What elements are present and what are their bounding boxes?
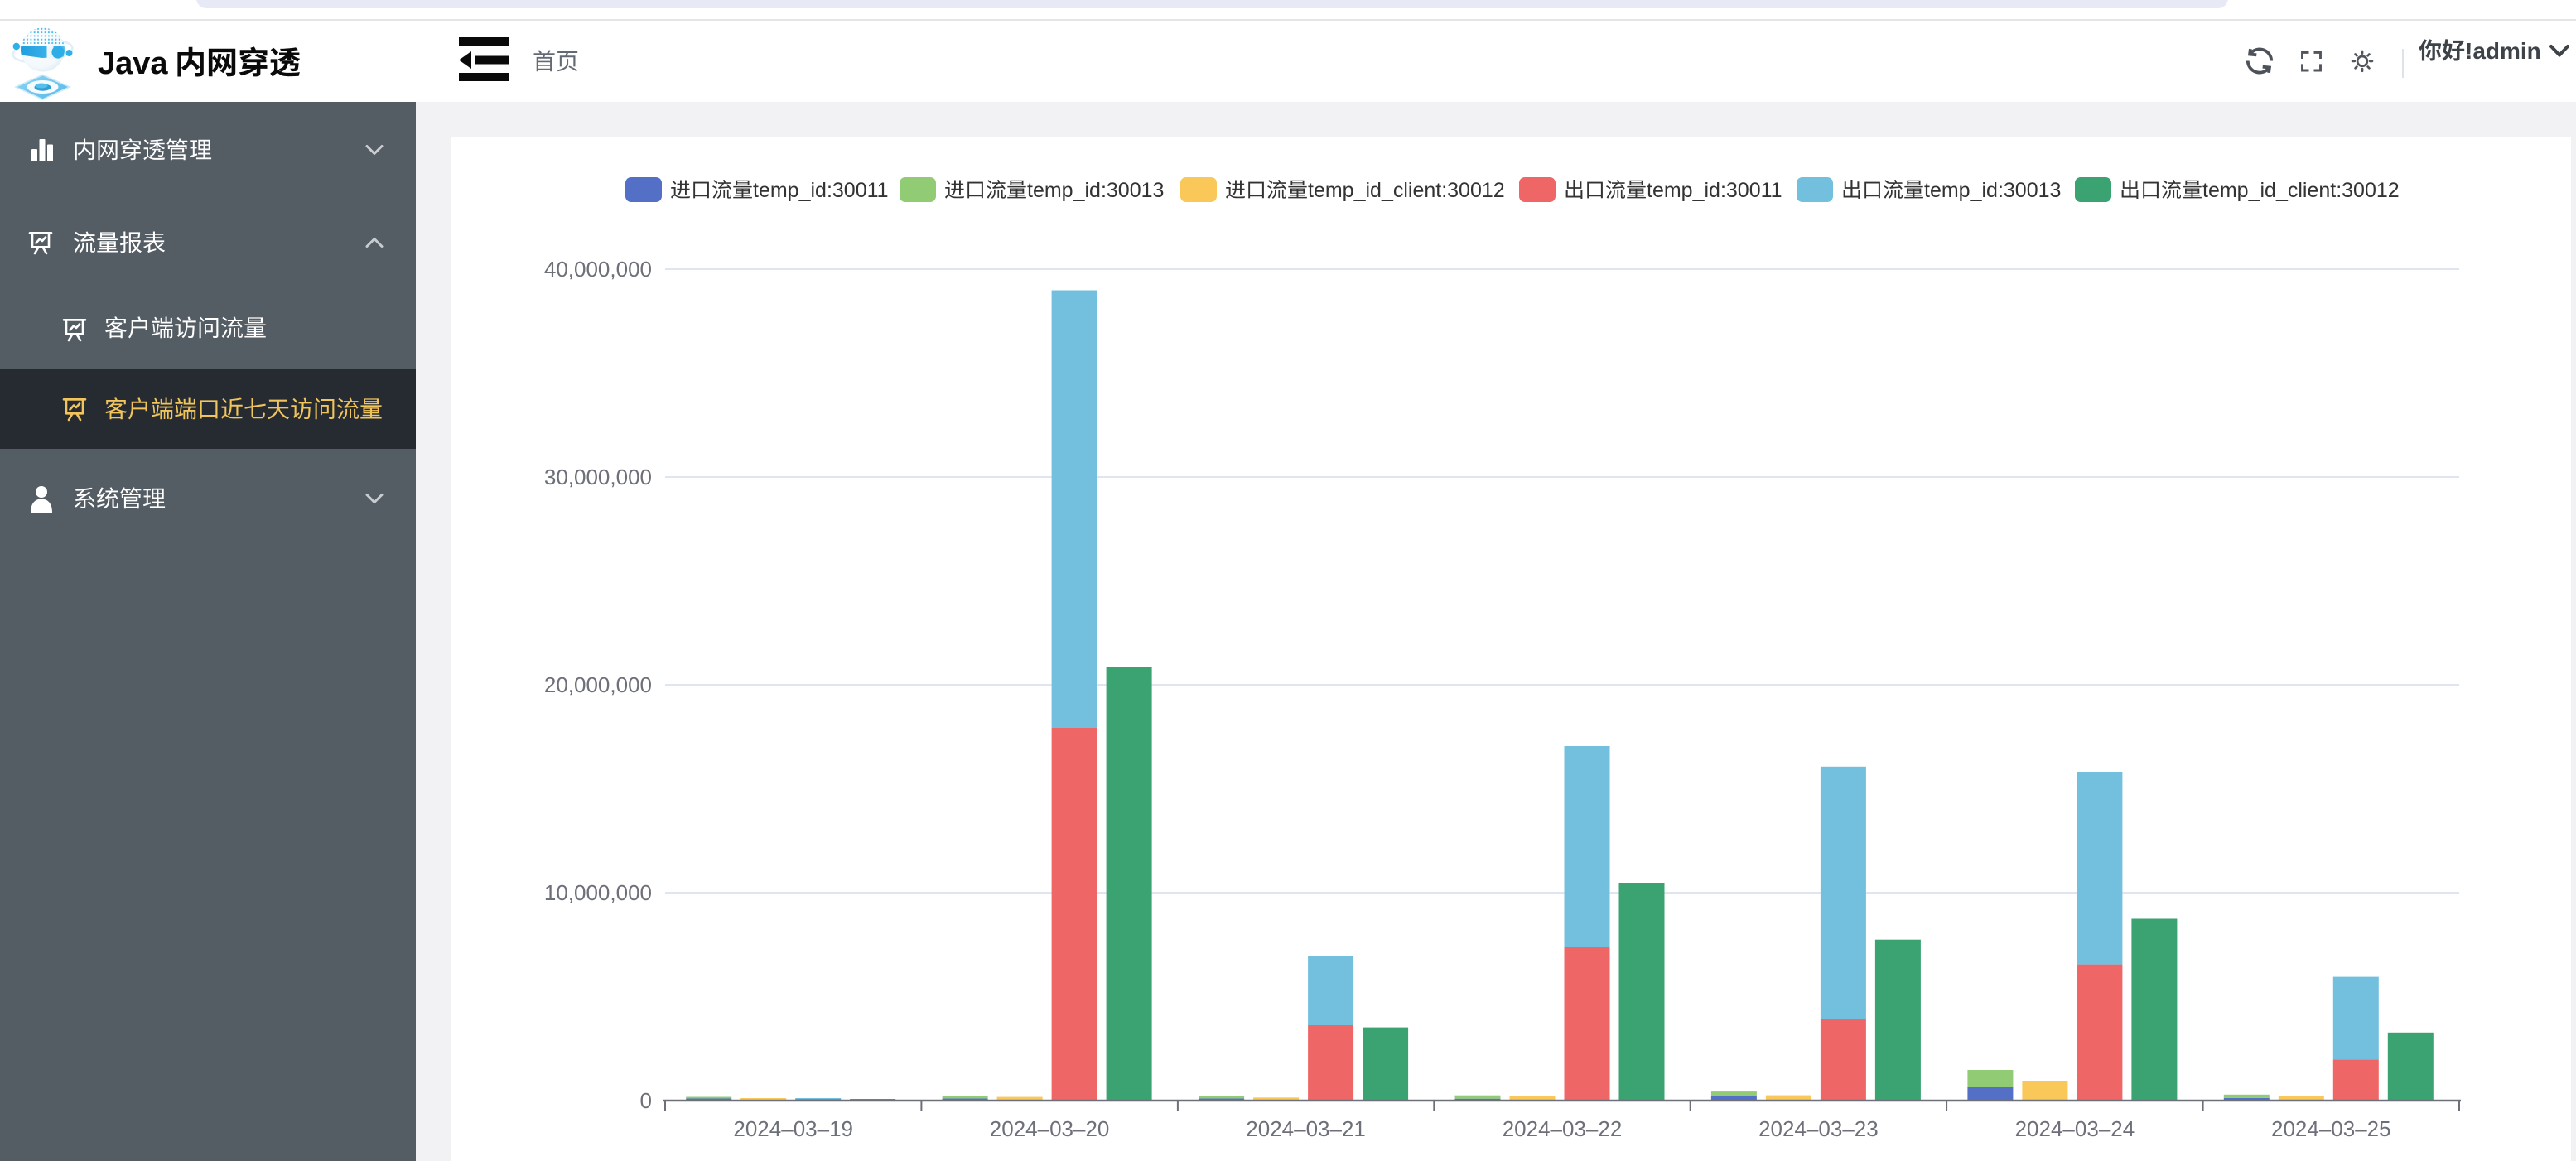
svg-text:40,000,000: 40,000,000 [544, 257, 652, 282]
svg-text:2024–03–22: 2024–03–22 [1503, 1116, 1623, 1141]
svg-text:0: 0 [640, 1088, 652, 1113]
svg-text:temp_id:30013: temp_id:30013 [1924, 179, 2061, 202]
svg-text:temp_id:30011: temp_id:30011 [753, 179, 889, 202]
svg-text:2024–03–19: 2024–03–19 [733, 1116, 853, 1141]
svg-text:2024–03–20: 2024–03–20 [990, 1116, 1110, 1141]
svg-text:20,000,000: 20,000,000 [544, 672, 652, 697]
svg-text:2024–03–23: 2024–03–23 [1758, 1116, 1879, 1141]
svg-text:Java: Java [98, 46, 168, 81]
svg-text:2024–03–21: 2024–03–21 [1246, 1116, 1366, 1141]
svg-text:temp_id_client:30012: temp_id_client:30012 [2202, 179, 2400, 202]
svg-text:temp_id_client:30012: temp_id_client:30012 [1308, 179, 1505, 202]
svg-text:30,000,000: 30,000,000 [544, 465, 652, 489]
svg-text:!admin: !admin [2465, 38, 2541, 64]
svg-text:temp_id:30011: temp_id:30011 [1647, 179, 1782, 202]
svg-text:2024–03–25: 2024–03–25 [2271, 1116, 2391, 1141]
svg-text:temp_id:30013: temp_id:30013 [1027, 179, 1164, 202]
svg-text:2024–03–24: 2024–03–24 [2015, 1116, 2135, 1141]
svg-text:10,000,000: 10,000,000 [544, 880, 652, 905]
